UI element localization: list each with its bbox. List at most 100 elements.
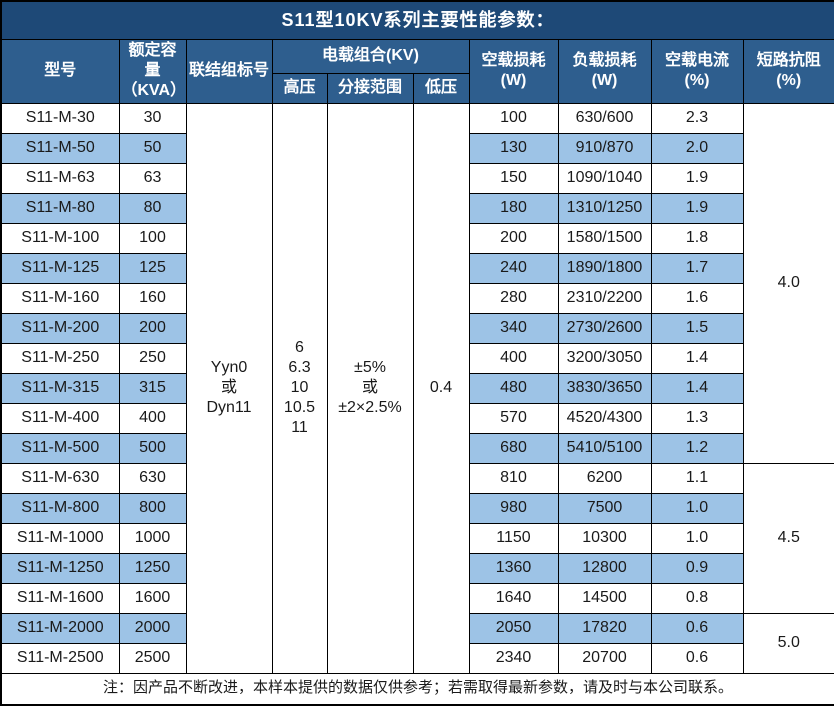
cell-model: S11-M-125 — [0, 252, 120, 284]
cell-capacity: 1000 — [118, 522, 187, 554]
cell-no-load-current: 2.3 — [650, 102, 744, 134]
cell-load-loss: 1580/1500 — [557, 222, 652, 254]
column-header-lv: 低压 — [412, 72, 470, 104]
cell-load-loss: 4520/4300 — [557, 402, 652, 434]
cell-tap-range: ±5% 或 ±2×2.5% — [326, 102, 414, 674]
cell-model: S11-M-500 — [0, 432, 120, 464]
column-header-tap-range: 分接范围 — [326, 72, 414, 104]
table-row: S11-M-160 160 280 2310/2200 1.6 — [0, 282, 834, 314]
cell-no-load-loss: 100 — [468, 102, 559, 134]
cell-load-loss: 10300 — [557, 522, 652, 554]
cell-capacity: 1600 — [118, 582, 187, 614]
cell-capacity: 100 — [118, 222, 187, 254]
cell-no-load-current: 1.3 — [650, 402, 744, 434]
cell-model: S11-M-630 — [0, 462, 120, 494]
table-row: S11-M-800 800 980 7500 1.0 — [0, 492, 834, 524]
cell-no-load-loss: 480 — [468, 372, 559, 404]
cell-no-load-current: 1.4 — [650, 342, 744, 374]
cell-load-loss: 5410/5100 — [557, 432, 652, 464]
cell-no-load-current: 0.9 — [650, 552, 744, 584]
column-header-no-load-current: 空载电流(%) — [650, 38, 744, 104]
cell-model: S11-M-160 — [0, 282, 120, 314]
cell-impedance-group-2: 4.5 — [742, 462, 834, 614]
table-row: S11-M-400 400 570 4520/4300 1.3 — [0, 402, 834, 434]
cell-load-loss: 1310/1250 — [557, 192, 652, 224]
cell-load-loss: 910/870 — [557, 132, 652, 164]
cell-no-load-loss: 130 — [468, 132, 559, 164]
table-row: S11-M-500 500 680 5410/5100 1.2 — [0, 432, 834, 464]
cell-model: S11-M-800 — [0, 492, 120, 524]
cell-capacity: 500 — [118, 432, 187, 464]
cell-capacity: 1250 — [118, 552, 187, 584]
cell-no-load-loss: 280 — [468, 282, 559, 314]
cell-model: S11-M-1000 — [0, 522, 120, 554]
cell-model: S11-M-315 — [0, 372, 120, 404]
cell-capacity: 2500 — [118, 642, 187, 674]
page-title: S11型10KV系列主要性能参数： — [0, 0, 834, 40]
cell-load-loss: 1090/1040 — [557, 162, 652, 194]
cell-model: S11-M-250 — [0, 342, 120, 374]
cell-load-loss: 7500 — [557, 492, 652, 524]
column-header-voltage-group: 电载组合(KV) — [271, 38, 470, 74]
cell-no-load-current: 0.6 — [650, 642, 744, 674]
cell-capacity: 30 — [118, 102, 187, 134]
cell-no-load-loss: 400 — [468, 342, 559, 374]
column-header-capacity: 额定容量 （KVA） — [118, 38, 187, 104]
cell-capacity: 400 — [118, 402, 187, 434]
cell-load-loss: 17820 — [557, 612, 652, 644]
cell-model: S11-M-1600 — [0, 582, 120, 614]
table-row: S11-M-200 200 340 2730/2600 1.5 — [0, 312, 834, 344]
cell-load-loss: 3200/3050 — [557, 342, 652, 374]
cell-no-load-current: 1.0 — [650, 492, 744, 524]
header-row-sub: 高压 分接范围 低压 — [1, 72, 834, 104]
cell-model: S11-M-400 — [0, 402, 120, 434]
column-header-load-loss: 负载损耗(W) — [557, 38, 652, 104]
cell-capacity: 2000 — [118, 612, 187, 644]
cell-load-loss: 12800 — [557, 552, 652, 584]
table-row: S11-M-2500 2500 2340 20700 0.6 — [0, 642, 834, 674]
cell-capacity: 80 — [118, 192, 187, 224]
cell-capacity: 125 — [118, 252, 187, 284]
cell-capacity: 315 — [118, 372, 187, 404]
cell-model: S11-M-2000 — [0, 612, 120, 644]
cell-load-loss: 6200 — [557, 462, 652, 494]
cell-no-load-loss: 240 — [468, 252, 559, 284]
cell-load-loss: 20700 — [557, 642, 652, 674]
cell-hv-values: 6 6.3 10 10.5 11 — [271, 102, 328, 674]
cell-no-load-loss: 570 — [468, 402, 559, 434]
cell-load-loss: 3830/3650 — [557, 372, 652, 404]
cell-no-load-current: 1.6 — [650, 282, 744, 314]
footer-note: 注：因产品不断改进，本样本提供的数据仅供参考；若需取得最新参数，请及时与本公司联… — [0, 672, 834, 706]
cell-lv-value: 0.4 — [412, 102, 470, 674]
column-header-impedance: 短路抗阻(%) — [742, 38, 834, 104]
table-row: S11-M-30 30 Yyn0 或 Dyn11 6 6.3 10 10.5 1… — [0, 102, 834, 674]
cell-capacity: 63 — [118, 162, 187, 194]
cell-no-load-current: 1.8 — [650, 222, 744, 254]
cell-model: S11-M-2500 — [0, 642, 120, 674]
cell-load-loss: 14500 — [557, 582, 652, 614]
cell-no-load-current: 2.0 — [650, 132, 744, 164]
cell-capacity: 630 — [118, 462, 187, 494]
cell-load-loss: 2730/2600 — [557, 312, 652, 344]
header-row-main: 型号 额定容量 （KVA） 联结组标号 电载组合(KV) 空载损耗(W) 负载损… — [0, 38, 834, 104]
cell-no-load-current: 1.0 — [650, 522, 744, 554]
column-header-model: 型号 — [0, 38, 120, 104]
column-header-connection: 联结组标号 — [185, 38, 273, 104]
cell-connection-group: Yyn0 或 Dyn11 — [185, 102, 273, 674]
cell-capacity: 160 — [118, 282, 187, 314]
cell-no-load-loss: 680 — [468, 432, 559, 464]
column-header-hv: 高压 — [271, 72, 328, 104]
table-row: S11-M-125 125 240 1890/1800 1.7 — [0, 252, 834, 284]
cell-load-loss: 1890/1800 — [557, 252, 652, 284]
cell-no-load-loss: 980 — [468, 492, 559, 524]
cell-no-load-loss: 1640 — [468, 582, 559, 614]
table-row: S11-M-315 315 480 3830/3650 1.4 — [0, 372, 834, 404]
cell-capacity: 200 — [118, 312, 187, 344]
cell-no-load-current: 0.6 — [650, 612, 744, 644]
cell-model: S11-M-200 — [0, 312, 120, 344]
cell-no-load-current: 0.8 — [650, 582, 744, 614]
table-row: S11-M-80 80 180 1310/1250 1.9 — [0, 192, 834, 224]
title-row: S11型10KV系列主要性能参数： — [0, 0, 834, 40]
cell-model: S11-M-80 — [0, 192, 120, 224]
